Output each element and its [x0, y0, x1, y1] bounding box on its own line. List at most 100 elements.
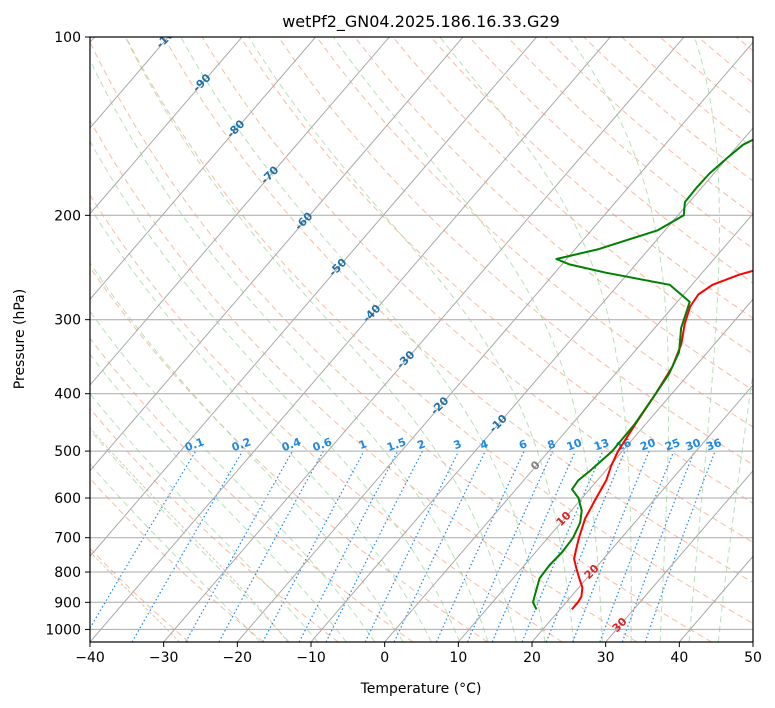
- mixing-ratio-line: [621, 450, 695, 642]
- mixing-ratio-line: [325, 450, 424, 642]
- dry-adiabat: [430, 37, 753, 319]
- dry-adiabat: [201, 37, 753, 543]
- mixing-ratio-label: 10: [565, 436, 584, 454]
- mixing-ratio-line: [466, 450, 554, 642]
- isotherm-label: 40: [638, 668, 658, 688]
- dry-adiabat: [354, 37, 753, 391]
- dry-adiabat: [239, 37, 753, 504]
- mixing-ratio-line: [545, 450, 626, 642]
- dry-adiabat: [90, 194, 563, 642]
- mixing-ratio-line: [599, 450, 675, 642]
- plot-frame: [89, 36, 754, 643]
- moist-adiabat: [688, 37, 720, 642]
- mixing-ratio-line: [521, 450, 604, 642]
- isotherm-line: [90, 37, 538, 558]
- chart-title: wetPf2_GN04.2025.186.16.33.G29: [282, 12, 560, 32]
- moist-adiabat: [717, 370, 753, 642]
- mixing-ratio-line: [218, 450, 324, 642]
- dry-adiabat: [697, 37, 753, 84]
- moist-adiabat: [332, 37, 603, 642]
- dry-adiabat: [90, 547, 190, 642]
- isotherm-line: [90, 37, 243, 215]
- isotherm-line: [90, 37, 317, 301]
- mixing-ratio-line: [435, 450, 525, 642]
- theta-e-line: [0, 37, 69, 642]
- mixing-ratio-label: 1.5: [385, 435, 408, 454]
- moist-adiabat: [90, 262, 404, 642]
- x-tick-label: 0: [380, 650, 389, 666]
- moist-adiabat: [248, 37, 575, 642]
- mixing-ratio-label: 8: [546, 437, 558, 452]
- x-tick-label: 10: [449, 650, 467, 666]
- mixing-ratio-label: 6: [517, 437, 529, 452]
- dry-adiabat: [545, 37, 753, 216]
- mixing-ratio-label: 30: [684, 436, 703, 454]
- theta-e-line: [90, 427, 289, 642]
- y-axis-title: Pressure (hPa): [12, 289, 28, 389]
- y-tick-label: 400: [54, 387, 81, 403]
- mixing-ratio-label: 1: [357, 437, 369, 452]
- dry-adiabat: [90, 40, 712, 642]
- y-tick-label: 600: [54, 491, 81, 507]
- mixing-ratio-label: 13: [592, 436, 611, 453]
- dry-adiabat: [316, 37, 753, 428]
- mixing-ratio-label: 25: [663, 436, 682, 453]
- mixing-ratio-label: 0.1: [183, 435, 206, 454]
- x-axis: −40 −30 −20 −10 0 10 20 30 40 50: [75, 642, 762, 666]
- x-tick-label: 20: [523, 650, 541, 666]
- mixing-ratio-line: [364, 450, 460, 642]
- x-tick-label: 50: [744, 650, 762, 666]
- y-tick-label: 900: [54, 595, 81, 611]
- moist-adiabat: [90, 392, 319, 642]
- mixing-ratio-line: [393, 450, 486, 642]
- x-axis-title: Temperature (°C): [360, 681, 482, 697]
- x-tick-label: −20: [223, 650, 253, 666]
- mixing-ratio-labels: 0.1 0.2 0.4 0.6 1 1.5 2 3 4 6 8 10 13 16 20 25 30 36: [183, 435, 724, 454]
- isotherm-line: [457, 298, 753, 642]
- mixing-ratio-line: [644, 450, 716, 642]
- y-tick-label: 700: [54, 531, 81, 547]
- sounding-traces: [532, 138, 753, 611]
- moist-adiabat: [125, 37, 517, 642]
- moist-adiabat: [90, 58, 489, 642]
- dewpoint-trace: [532, 138, 753, 610]
- moist-adiabat: [90, 463, 261, 642]
- isotherm-line: [752, 641, 753, 642]
- dry-adiabat: [90, 477, 264, 642]
- y-tick-label: 500: [54, 444, 81, 460]
- mixing-ratio-line: [185, 450, 294, 642]
- y-tick-label: 800: [54, 565, 81, 581]
- mixing-ratio-label: 4: [478, 437, 490, 452]
- y-tick-label: 100: [54, 30, 81, 46]
- temperature-trace: [571, 269, 753, 611]
- mixing-ratio-line: [491, 450, 576, 642]
- isotherm-line: [90, 37, 390, 386]
- moist-adiabat: [90, 206, 432, 642]
- mixing-ratio-label: 0.6: [311, 435, 334, 454]
- mixing-ratio-line: [572, 450, 650, 642]
- x-tick-label: 40: [670, 650, 688, 666]
- isotherm-line: [90, 37, 464, 472]
- isotherm-line: [605, 469, 753, 642]
- moist-adiabat: [568, 37, 670, 642]
- x-tick-label: −40: [75, 650, 105, 666]
- isotherm-line: [236, 41, 753, 642]
- dry-adiabat: [90, 119, 638, 642]
- dry-adiabat: [163, 37, 753, 583]
- moist-adiabat: [90, 140, 461, 642]
- mixing-ratio-label: 0.2: [230, 435, 253, 454]
- moist-adiabat: [439, 37, 632, 642]
- dry-adiabat: [90, 407, 339, 642]
- y-tick-label: 1000: [45, 622, 81, 638]
- mixing-ratio-line: [262, 450, 365, 642]
- grid: [90, 37, 753, 642]
- x-tick-label: −30: [149, 650, 179, 666]
- y-axis: 100 200 300 400 500 600 700 800 900 1000: [45, 30, 90, 638]
- mixing-ratio-label: 36: [704, 436, 723, 454]
- mixing-ratio-line: [131, 450, 244, 642]
- mixing-ratio-label: 2: [415, 437, 427, 452]
- mixing-ratio-label: 3: [452, 437, 464, 452]
- dry-adiabat: [90, 266, 488, 642]
- mixing-ratio-label: 20: [638, 436, 657, 454]
